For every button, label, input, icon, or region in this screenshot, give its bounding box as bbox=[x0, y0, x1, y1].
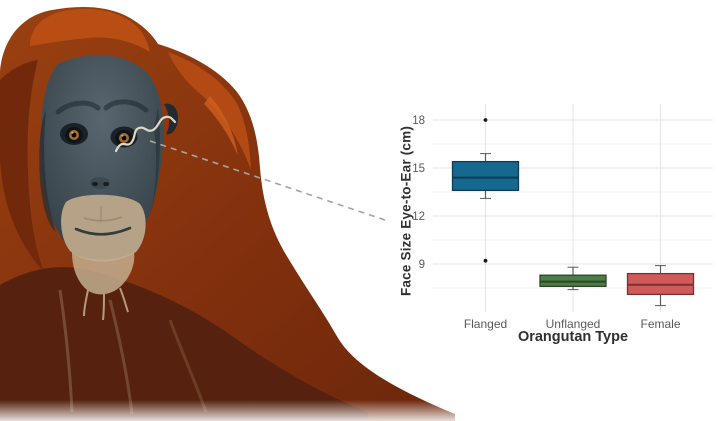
eye-to-ear-measurement-squiggle-icon bbox=[114, 115, 177, 153]
fur-streak bbox=[58, 289, 74, 413]
orangutan-left-hair bbox=[0, 60, 44, 272]
x-tick-label: Unflanged bbox=[546, 317, 601, 331]
y-axis-title: Face Size Eye-to-Ear (cm) bbox=[398, 125, 414, 297]
cheek-flange-right bbox=[150, 108, 160, 216]
beard-wisp bbox=[83, 289, 89, 317]
outlier-point bbox=[483, 258, 488, 263]
upper-lip-crease bbox=[83, 216, 123, 222]
box-flanged bbox=[451, 160, 520, 192]
eye-right bbox=[110, 126, 138, 148]
chin-beard bbox=[72, 252, 135, 295]
dashed-connector-line-icon bbox=[149, 140, 389, 222]
beard-wisp bbox=[102, 293, 105, 321]
brow-ridge-left bbox=[55, 100, 101, 115]
orangutan-side-hair bbox=[168, 52, 251, 170]
y-tick-label: 15 bbox=[412, 163, 425, 175]
muzzle bbox=[61, 194, 146, 262]
orangutan-crown-hair bbox=[30, 8, 150, 52]
cheek-flange-left bbox=[39, 110, 56, 232]
x-axis-title: Orangutan Type bbox=[517, 329, 629, 345]
mouth bbox=[74, 226, 132, 236]
orangutan-side-hair-highlight bbox=[204, 96, 238, 156]
y-tick-label: 9 bbox=[419, 259, 425, 271]
y-tick-label: 12 bbox=[412, 211, 425, 223]
photo-bottom-fade bbox=[0, 400, 470, 421]
nose bbox=[90, 177, 110, 189]
x-tick-label: Flanged bbox=[464, 317, 507, 331]
beard-wisp bbox=[119, 287, 129, 313]
orangutan-chest bbox=[0, 267, 368, 421]
boxplot-chart: 9 12 15 18 Flanged Unflanged Female bbox=[412, 104, 713, 331]
y-tick-label: 18 bbox=[412, 115, 425, 127]
brow-ridge-right bbox=[103, 99, 149, 113]
orangutan-photo bbox=[0, 6, 470, 421]
eye-left bbox=[60, 123, 88, 145]
x-tick-label: Female bbox=[640, 317, 680, 331]
outlier-point bbox=[483, 118, 488, 122]
